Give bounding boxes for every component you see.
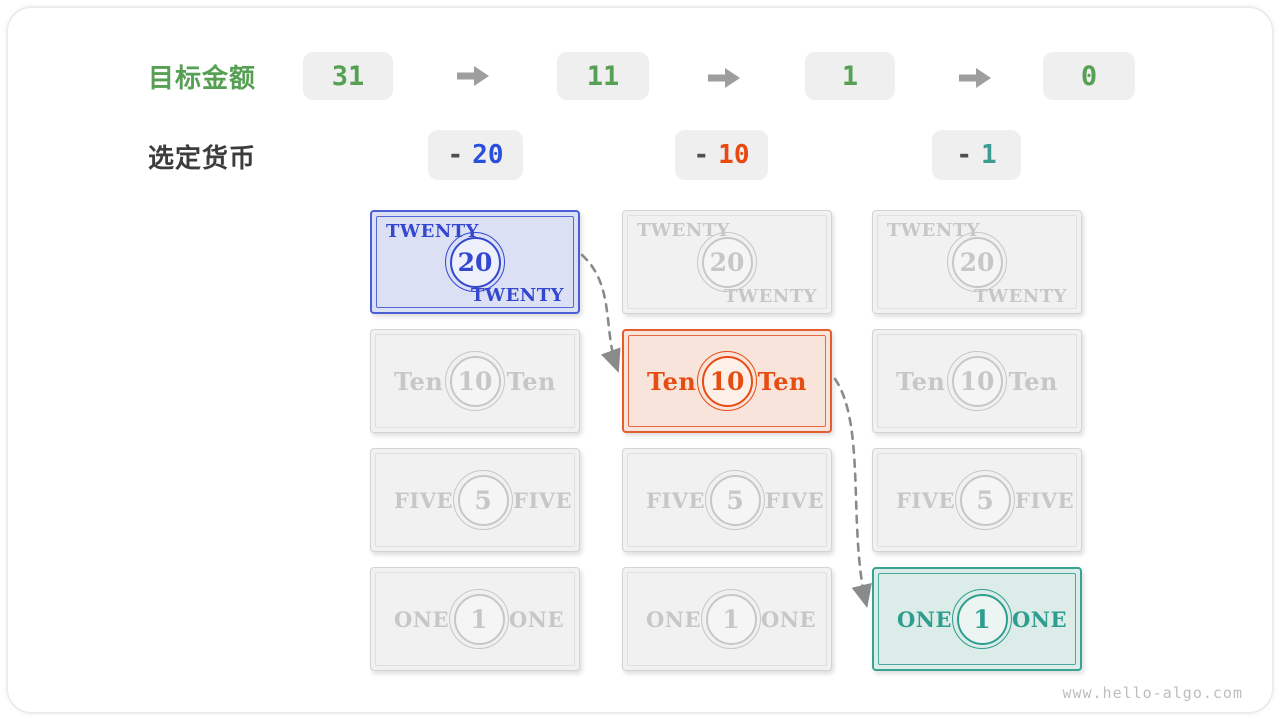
amount-chip-1: 1 bbox=[805, 52, 895, 100]
selected-currency-label: 选定货币 bbox=[148, 143, 257, 173]
amount-value: 1 bbox=[841, 60, 859, 92]
banknote-value: 5 bbox=[976, 485, 994, 515]
banknote-seal: 20 bbox=[947, 232, 1007, 292]
banknote-seal: 5 bbox=[453, 470, 514, 530]
banknote-word: TWENTY bbox=[386, 221, 480, 242]
banknote-value: 5 bbox=[726, 485, 744, 515]
banknote-value: 1 bbox=[973, 604, 991, 634]
banknote-word: Ten bbox=[394, 366, 444, 396]
banknote-seal: 20 bbox=[697, 232, 757, 292]
watermark: www.hello-algo.com bbox=[1062, 684, 1243, 702]
banknote-20-col1-selected: TWENTY 20 TWENTY bbox=[370, 210, 580, 314]
banknote-seal: 1 bbox=[952, 589, 1012, 649]
minus-sign: - bbox=[447, 140, 464, 170]
arrow-right-icon bbox=[959, 68, 991, 88]
arrow-right-icon bbox=[457, 66, 489, 86]
banknote-1-col1: ONE 1 ONE bbox=[370, 567, 580, 671]
banknote-5-col1: FIVE 5 FIVE bbox=[370, 448, 580, 552]
selection-chip-minus-20: - 20 bbox=[428, 130, 523, 180]
banknote-5-col2: FIVE 5 FIVE bbox=[622, 448, 832, 552]
banknote-value: 20 bbox=[457, 247, 493, 277]
banknote-value: 10 bbox=[457, 366, 493, 396]
amount-value: 0 bbox=[1080, 60, 1098, 92]
banknote-word: FIVE bbox=[394, 487, 454, 513]
selection-chip-minus-10: - 10 bbox=[675, 130, 768, 180]
banknote-value: 20 bbox=[959, 247, 995, 277]
banknote-word: FIVE bbox=[1015, 487, 1075, 513]
banknote-word: Ten bbox=[896, 366, 946, 396]
selection-value: 10 bbox=[718, 140, 750, 170]
banknote-1-col2: ONE 1 ONE bbox=[622, 567, 832, 671]
minus-sign: - bbox=[693, 140, 710, 170]
amount-chip-0: 0 bbox=[1043, 52, 1135, 100]
arrow-right-icon bbox=[708, 68, 740, 88]
banknote-word: Ten bbox=[1008, 366, 1058, 396]
banknote-word: FIVE bbox=[646, 487, 706, 513]
banknote-10-col2-selected: Ten 10 Ten bbox=[622, 329, 832, 433]
amount-chip-31: 31 bbox=[303, 52, 393, 100]
banknote-word: ONE bbox=[646, 606, 701, 632]
selection-chip-minus-1: - 1 bbox=[932, 130, 1021, 180]
banknote-word: FIVE bbox=[513, 487, 573, 513]
banknote-word: TWENTY bbox=[470, 285, 564, 306]
banknote-word: Ten bbox=[647, 366, 697, 396]
banknote-word: TWENTY bbox=[723, 286, 817, 307]
banknote-value: 5 bbox=[474, 485, 492, 515]
banknote-seal: 10 bbox=[697, 351, 757, 411]
banknote-value: 10 bbox=[709, 366, 745, 396]
banknote-word: ONE bbox=[394, 606, 449, 632]
banknote-10-col1: Ten 10 Ten bbox=[370, 329, 580, 433]
banknote-5-col3: FIVE 5 FIVE bbox=[872, 448, 1082, 552]
banknote-seal: 5 bbox=[955, 470, 1016, 530]
amount-chip-11: 11 bbox=[557, 52, 649, 100]
target-amount-label: 目标金额 bbox=[148, 63, 257, 93]
selection-value: 20 bbox=[472, 140, 504, 170]
banknote-seal: 1 bbox=[449, 589, 509, 649]
banknote-seal: 5 bbox=[705, 470, 766, 530]
banknote-20-col3: TWENTY 20 TWENTY bbox=[872, 210, 1082, 314]
banknote-seal: 10 bbox=[445, 351, 505, 411]
banknote-seal: 1 bbox=[701, 589, 761, 649]
amount-value: 11 bbox=[586, 60, 620, 92]
banknote-seal: 10 bbox=[947, 351, 1007, 411]
banknote-word: FIVE bbox=[896, 487, 956, 513]
banknote-word: TWENTY bbox=[637, 220, 731, 241]
banknote-word: TWENTY bbox=[973, 286, 1067, 307]
banknote-word: ONE bbox=[509, 606, 564, 632]
banknote-word: ONE bbox=[897, 606, 952, 632]
banknote-word: Ten bbox=[506, 366, 556, 396]
banknote-10-col3: Ten 10 Ten bbox=[872, 329, 1082, 433]
amount-value: 31 bbox=[331, 60, 365, 92]
minus-sign: - bbox=[956, 140, 972, 170]
banknote-20-col2: TWENTY 20 TWENTY bbox=[622, 210, 832, 314]
banknote-value: 1 bbox=[470, 604, 488, 634]
banknote-word: ONE bbox=[761, 606, 816, 632]
banknote-1-col3-selected: ONE 1 ONE bbox=[872, 567, 1082, 671]
banknote-word: ONE bbox=[1012, 606, 1067, 632]
banknote-word: FIVE bbox=[765, 487, 825, 513]
selection-value: 1 bbox=[981, 140, 997, 170]
banknote-value: 20 bbox=[709, 247, 745, 277]
banknote-value: 1 bbox=[722, 604, 740, 634]
banknote-word: TWENTY bbox=[887, 220, 981, 241]
banknote-word: Ten bbox=[757, 366, 807, 396]
banknote-value: 10 bbox=[959, 366, 995, 396]
banknote-seal: 20 bbox=[445, 232, 505, 292]
